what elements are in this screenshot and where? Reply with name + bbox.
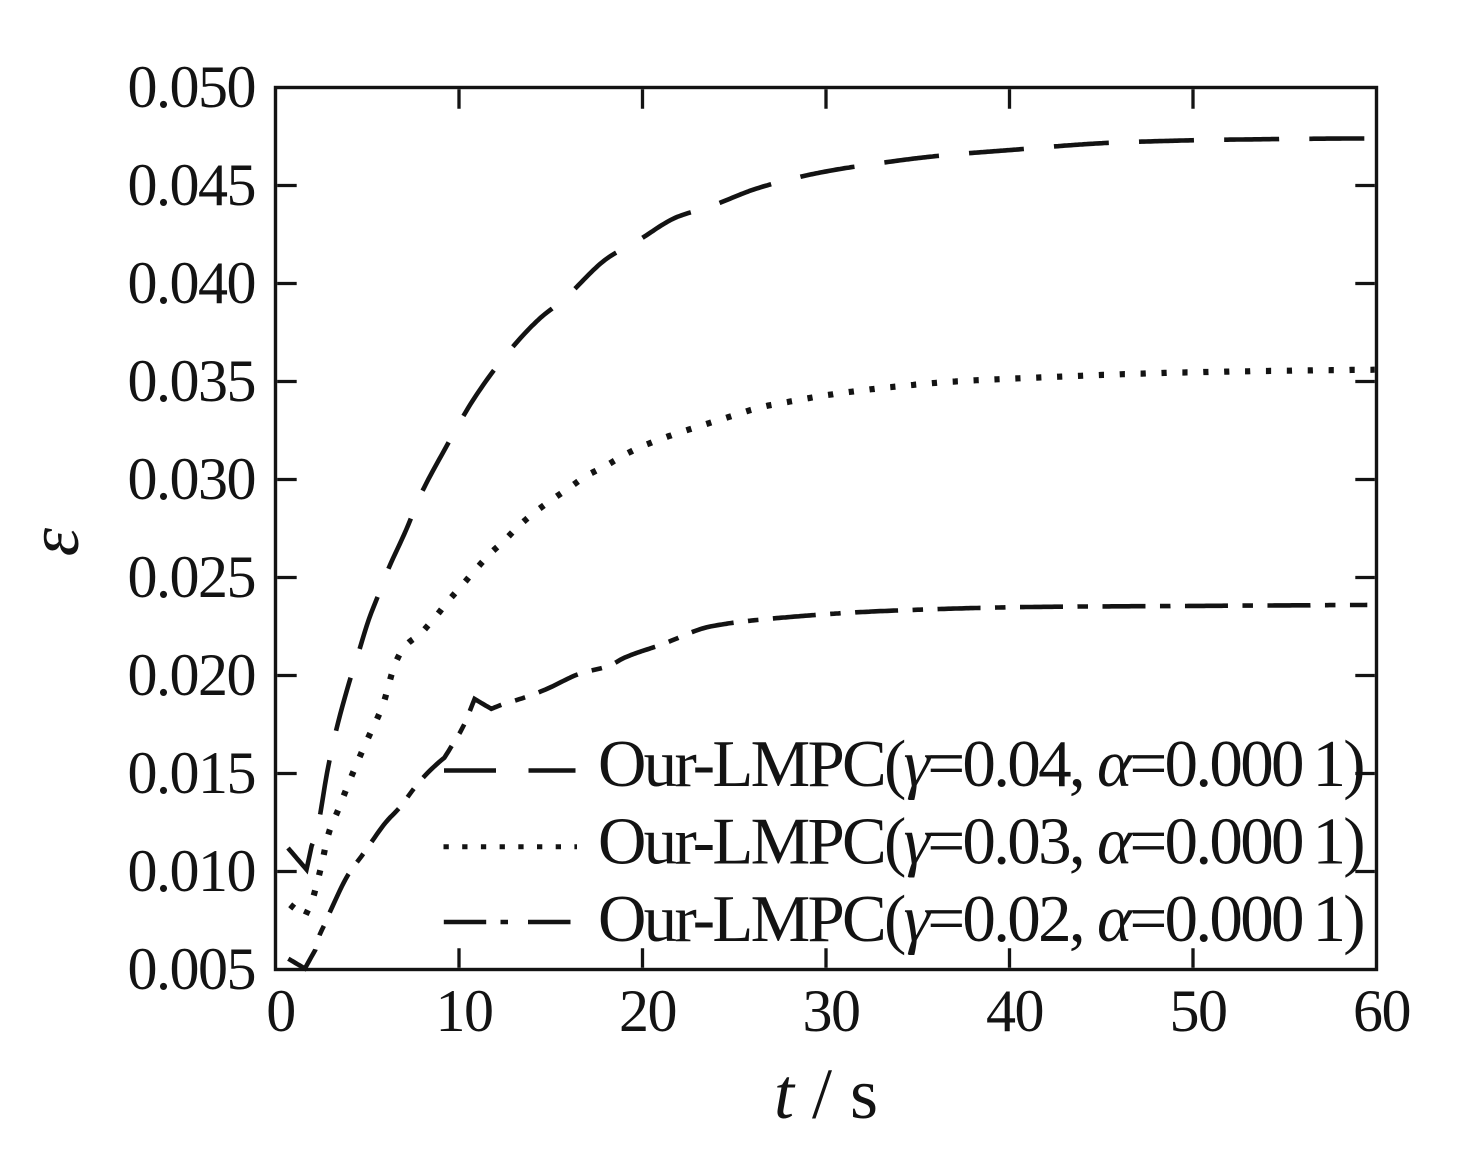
svg-text:0: 0 <box>266 978 295 1044</box>
svg-text:20: 20 <box>619 978 676 1044</box>
svg-text:0.025: 0.025 <box>128 544 256 610</box>
svg-text:0.015: 0.015 <box>128 740 256 806</box>
svg-text:0.030: 0.030 <box>128 446 256 512</box>
svg-text:Our-LMPC(γ=0.02, α=0.000 1): Our-LMPC(γ=0.02, α=0.000 1) <box>598 882 1363 956</box>
svg-text:30: 30 <box>803 978 860 1044</box>
svg-text:t / s: t / s <box>774 1054 878 1134</box>
svg-text:60: 60 <box>1353 978 1410 1044</box>
svg-text:40: 40 <box>986 978 1043 1044</box>
svg-text:0.020: 0.020 <box>128 642 256 708</box>
svg-text:0.005: 0.005 <box>128 936 256 1002</box>
svg-text:Our-LMPC(γ=0.04, α=0.000 1): Our-LMPC(γ=0.04, α=0.000 1) <box>598 727 1363 801</box>
svg-text:0.045: 0.045 <box>128 152 256 218</box>
svg-text:50: 50 <box>1170 978 1227 1044</box>
svg-text:0.035: 0.035 <box>128 348 256 414</box>
svg-text:10: 10 <box>436 978 493 1044</box>
svg-text:Our-LMPC(γ=0.03, α=0.000 1): Our-LMPC(γ=0.03, α=0.000 1) <box>598 805 1363 879</box>
svg-text:0.010: 0.010 <box>128 838 256 904</box>
svg-text:ε: ε <box>14 527 94 556</box>
svg-text:0.050: 0.050 <box>128 54 256 120</box>
svg-text:0.040: 0.040 <box>128 250 256 316</box>
